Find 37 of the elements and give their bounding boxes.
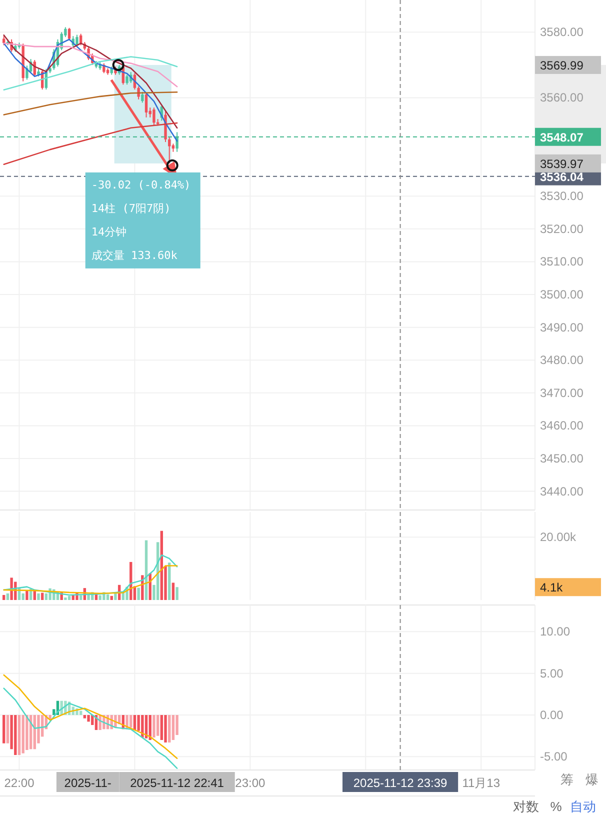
text: % <box>550 799 562 814</box>
text: 3569.99 <box>540 58 584 72</box>
text: 对数 <box>513 799 539 814</box>
annotation: 成交量 133.60k <box>91 248 178 262</box>
y-tick-label: 3560.00 <box>540 90 584 105</box>
annotation: 14分钟 <box>91 225 127 238</box>
y-tick-label: 10.00 <box>540 624 570 639</box>
y-tick-label: 3490.00 <box>540 320 584 334</box>
y-tick-label: -5.00 <box>540 750 568 764</box>
text: 2025-11-12 22:41 <box>130 776 224 790</box>
y-tick-label: 3530.00 <box>540 189 584 204</box>
x-tick-label: 11月13 <box>462 776 500 790</box>
y-tick-label: 5.00 <box>540 666 564 680</box>
ref-line-label: 3548.07 <box>540 130 584 144</box>
text: 自动 <box>570 799 596 814</box>
y-tick-label: 3500.00 <box>540 288 584 302</box>
text: 3539.97 <box>540 156 584 171</box>
y-tick-label: 20.00k <box>540 530 578 544</box>
y-tick-label: 3520.00 <box>540 222 584 236</box>
y-tick-label: 3480.00 <box>540 353 584 368</box>
y-tick-label: 0.00 <box>540 708 564 722</box>
annotation: -30.02 (-0.84%) <box>91 178 191 192</box>
y-tick-label: 3470.00 <box>540 386 584 400</box>
text: 爆 <box>586 772 598 787</box>
y-tick-label: 3510.00 <box>540 254 584 269</box>
annotation: 14柱 (7阳7阴) <box>91 202 171 215</box>
x-tick-label: 22:00 <box>4 776 35 790</box>
x-tick-label: 23:00 <box>235 776 266 790</box>
text: 2025-11- <box>64 776 112 790</box>
y-tick-label: 3460.00 <box>540 418 584 433</box>
text: 2025-11-12 23:39 <box>353 776 448 790</box>
text: 筹 <box>560 772 574 787</box>
text: 4.1k <box>540 580 564 595</box>
ref-line-label: 3536.04 <box>540 170 584 184</box>
y-tick-label: 3440.00 <box>540 484 584 498</box>
y-tick-label: 3580.00 <box>540 25 584 40</box>
y-tick-label: 3450.00 <box>540 452 584 466</box>
